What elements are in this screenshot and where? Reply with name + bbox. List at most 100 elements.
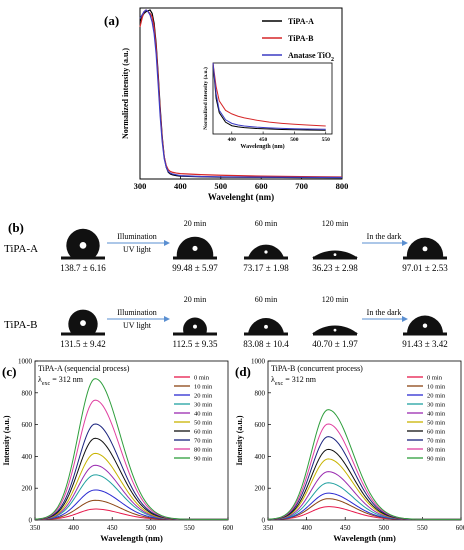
panel-a-legend-label-1: TiPA-A: [288, 17, 314, 26]
panel-a-x-tick-label: 600: [255, 181, 268, 191]
panel-a-plot-frame: [139, 7, 343, 180]
panel_c-excitation-lambda: λ: [38, 375, 42, 384]
panel-b-droplet-highlight: [333, 253, 337, 257]
panel_c-y-tick-label: 400: [22, 453, 33, 461]
panel_c-y-tick-label: 200: [22, 485, 33, 493]
panel_d-legend-label-9: 80 min: [427, 447, 446, 454]
panel_d-plot-frame: [267, 360, 462, 521]
panel_d-legend-label-4: 30 min: [427, 402, 446, 409]
panel-b-time-label: 20 min: [184, 295, 206, 304]
panel_c-legend-label-4: 30 min: [194, 402, 213, 409]
panel_c-legend-label-3: 20 min: [194, 393, 213, 400]
panel_d-x-tick-label: 500: [379, 524, 390, 532]
panel-a-inset-x-tick-label: 450: [259, 137, 268, 143]
panel_c-y-tick-label: 800: [22, 389, 33, 397]
panel_d-legend-label-5: 40 min: [427, 411, 446, 418]
panel_c-legend-label-1: 0 min: [194, 375, 210, 382]
panel_c-y-tick-label: 1000: [18, 358, 33, 366]
panel_d-legend-label-2: 10 min: [427, 384, 446, 391]
panel_d-x-tick-label: 600: [456, 524, 464, 532]
panel_d-excitation-subscript: exc: [275, 381, 284, 387]
panel-b-arrow-left-head: [164, 316, 170, 322]
panel_d-y-axis-label: Intensity (a.u.): [235, 415, 244, 465]
panel-b-droplet-highlight: [333, 328, 337, 332]
panel-a-y-axis-label: Normalized intensity (a.u.): [121, 48, 130, 139]
panel-b-arrow-right-head: [402, 316, 408, 322]
panel_d-x-tick-label: 450: [340, 524, 351, 532]
panel-b-arrow-left-top-label: Illumination: [117, 308, 157, 317]
panel-a-inset-x-tick-label: 500: [290, 137, 299, 143]
panel_d-y-tick-label: 400: [255, 453, 266, 461]
panel-a-legend-subscript: 2: [331, 57, 334, 63]
panel-b-droplet-highlight: [193, 324, 197, 329]
panel_c-excitation-label: λexc = 312 nm: [38, 375, 84, 387]
panel_d-legend-label-1: 0 min: [427, 375, 443, 382]
panel_d-legend-label-6: 50 min: [427, 420, 446, 427]
panel-a-label: (a): [104, 13, 119, 28]
panel_c-excitation-value: = 312 nm: [52, 375, 84, 384]
panel_c-x-tick-label: 550: [184, 524, 195, 532]
panel-a-inset-x-axis-label: Wavelength (nm): [240, 143, 284, 150]
panel-a-x-tick-label: 800: [336, 181, 349, 191]
panel-b-label: (b): [8, 220, 24, 235]
panel-a-legend-label-3: Anatase TiO2: [288, 51, 334, 63]
panel-b-arrow-right-label: In the dark: [367, 232, 402, 241]
panel_c-x-tick-label: 600: [223, 524, 234, 532]
panel_c-x-tick-label: 500: [146, 524, 157, 532]
panel-b-contact-angle: (b) TiPA-A 138.7 ± 6.16 20 min 99.48 ± 5.97…: [4, 219, 448, 349]
panel-a-inset-x-tick-label: 400: [228, 137, 237, 143]
panel-a-inset-series-line-1: [212, 62, 326, 131]
panel-a-x-tick-label: 400: [174, 181, 187, 191]
panel_d-x-axis-label: Wavelength (nm): [333, 533, 396, 543]
panel_c-excitation-subscript: exc: [42, 381, 51, 387]
panel-a-inset-y-axis-label: Normalized intensity (a.u.): [202, 67, 209, 130]
panel_c-series-line-10: [34, 378, 228, 520]
panel-b-angle-value: 83.08 ± 10.4: [243, 339, 289, 349]
panel_c-title: TiPA-A (sequencial process): [38, 364, 130, 373]
panel_c-y-tick-label: 0: [29, 517, 33, 525]
panel-b-droplet-highlight: [264, 324, 268, 329]
panel-b-time-label: 60 min: [255, 295, 277, 304]
panel-b-time-label: 120 min: [322, 219, 348, 228]
panel_d-title: TiPA-B (concurrent process): [271, 364, 363, 373]
panel_c-legend-label-10: 90 min: [194, 456, 213, 463]
panel-b-arrow-left-head: [164, 240, 170, 246]
panel_c-plot-frame: [34, 360, 229, 521]
panel-b-angle-value: 91.43 ± 3.42: [402, 339, 447, 349]
panel_d-legend-label-3: 20 min: [427, 393, 446, 400]
panel_d-series-line-10: [267, 409, 461, 520]
panel_c-legend-label-5: 40 min: [194, 411, 213, 418]
panel-a-uv-vis-chart: (a) 300 400 500 600 700 800 Wavelenght (nm) Nor…: [104, 7, 349, 202]
panel-b-droplet-highlight: [79, 242, 87, 249]
panel-b-droplet-highlight: [264, 250, 268, 254]
panel_c-x-tick-label: 450: [107, 524, 118, 532]
panel_c-legend-label-8: 70 min: [194, 438, 213, 445]
panel_c-y-axis-label: Intensity (a.u.): [2, 415, 11, 465]
panel_c-legend-label-6: 50 min: [194, 420, 213, 427]
panel-b-angle-value: 131.5 ± 9.42: [60, 339, 105, 349]
panel_c-legend-label-2: 10 min: [194, 384, 213, 391]
panel-b-sample-label-1: TiPA-A: [4, 243, 38, 255]
panel_c-legend-label-7: 60 min: [194, 429, 213, 436]
panel_c-legend-label-9: 80 min: [194, 447, 213, 454]
panel-a-legend-label-2: TiPA-B: [288, 34, 314, 43]
panel-b-arrow-right-label: In the dark: [367, 308, 402, 317]
panel-a-x-tick-label: 500: [214, 181, 227, 191]
panel-a-inset-series-line-2: [212, 62, 326, 127]
panel_d-legend-label-8: 70 min: [427, 438, 446, 445]
panel-b-droplet-highlight: [422, 323, 428, 328]
panel-b-droplet-highlight: [422, 246, 428, 252]
panel-b-angle-value: 138.7 ± 6.16: [60, 263, 106, 273]
panel_d-y-tick-label: 600: [255, 421, 266, 429]
panel_c-x-axis-label: Wavelength (nm): [100, 533, 163, 543]
panel_d-x-tick-label: 400: [301, 524, 312, 532]
panel_d-y-tick-label: 200: [255, 485, 266, 493]
panel-b-time-label: 120 min: [322, 295, 348, 304]
panel_d-excitation-lambda: λ: [271, 375, 275, 384]
panel-b-droplet-highlight: [80, 320, 86, 326]
panel-b-angle-value: 97.01 ± 2.53: [402, 263, 448, 273]
panel-a-x-tick-label: 300: [134, 181, 147, 191]
panel_d-x-tick-label: 350: [263, 524, 274, 532]
panel-d-pl-spectra-chart: 350 400 450 500 550 600 0 200 400 600 800 1000 Wavel…: [235, 358, 464, 544]
